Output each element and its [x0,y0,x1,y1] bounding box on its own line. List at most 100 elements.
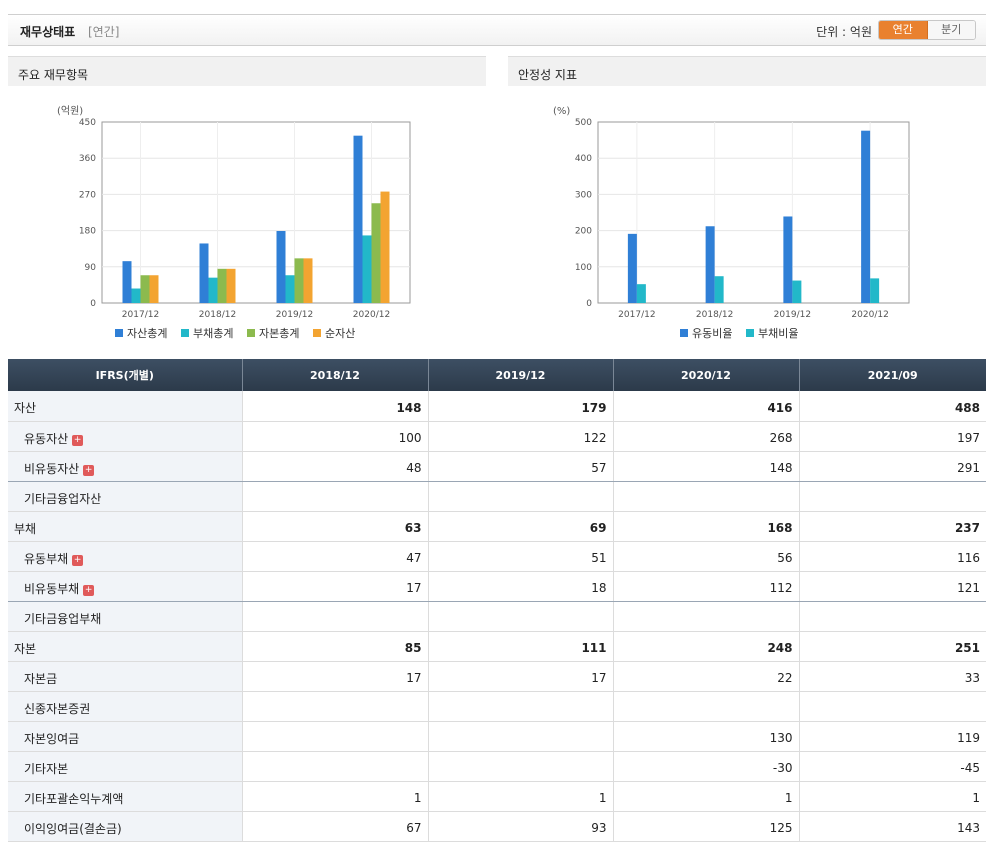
value-cell: 112 [613,571,800,602]
stability-chart: 0 100 200 300 400 500 (%) 2017/12 2018/12 2019/12… [553,106,910,340]
table-header-row: IFRS(개별) 2018/12 2019/12 2020/12 2021/09 [8,359,986,391]
table-row: 이익잉여금(결손금) 67 93 125 143 [8,811,986,842]
legend-label: 부채비율 [758,327,798,340]
y-tick-label: 0 [586,299,592,309]
row-label: 자본잉여금 [24,731,80,746]
bar [226,268,236,303]
value-cell: 168 [613,511,800,542]
x-tick-label: 2019/12 [774,310,811,320]
key-financials-panel: 주요 재무항목 0 90 180 270 360 450 (억원) 2017/12 2018/1… [8,56,486,356]
table-row: 자본 85 111 248 251 [8,631,986,662]
value-cell: 63 [242,511,429,542]
value-cell: 251 [799,631,986,662]
legend-label: 유동비율 [692,327,732,340]
legend-label: 자산총계 [127,327,167,340]
x-tick-label: 2017/12 [618,310,655,320]
value-cell: 1 [428,781,614,812]
row-label-cell: 자산 [8,391,243,422]
value-cell [428,691,614,722]
value-cell: 33 [799,661,986,692]
header-cell-period: 2018/12 [242,359,429,391]
table-row: 기타자본 -30 -45 [8,751,986,782]
table-row: 신종자본증권 [8,691,986,722]
unit-axis-label: (억원) [57,105,83,117]
value-cell [613,481,800,512]
header-cell-period: 2019/12 [428,359,614,391]
bar [217,268,227,303]
value-cell: 125 [613,811,800,842]
row-label-cell: 유동부채 + [8,541,243,572]
value-cell: 100 [242,421,429,452]
row-label: 자본금 [24,671,58,686]
row-label-cell: 비유동자산 + [8,451,243,482]
value-cell: 130 [613,721,800,752]
header-cell-period: 2021/09 [799,359,986,391]
row-label: 기타자본 [24,761,69,776]
y-tick-label: 100 [575,263,592,273]
value-cell: 148 [613,451,800,482]
table-row: 자본금 17 17 22 33 [8,661,986,692]
legend-swatch [313,329,321,337]
row-label-cell: 기타자본 [8,751,243,782]
table-row: 비유동부채 +17 18 112 121 [8,571,986,602]
unit-label: 단위 : 억원 [816,25,872,39]
bar [131,288,141,303]
quarterly-button[interactable]: 분기 [927,21,975,39]
value-cell [242,601,429,632]
value-cell: 119 [799,721,986,752]
row-label-cell: 자본잉여금 [8,721,243,752]
value-cell: -30 [613,751,800,782]
y-tick-label: 500 [575,118,592,128]
row-label: 이익잉여금(결손금) [24,821,122,836]
value-cell: 237 [799,511,986,542]
x-tick-label: 2018/12 [696,310,733,320]
expand-plus-icon[interactable]: + [72,554,84,566]
y-tick-label: 360 [79,154,96,164]
row-label: 기타포괄손익누계액 [24,791,124,806]
row-label-cell: 자본 [8,631,243,662]
row-label: 기타금융업부채 [24,611,102,626]
x-tick-label: 2020/12 [353,310,390,320]
row-label-cell: 비유동부채 + [8,571,243,602]
value-cell: -45 [799,751,986,782]
bar [294,258,304,303]
table-row: 비유동자산 +48 57 148 291 [8,451,986,482]
value-cell [428,751,614,782]
y-tick-label: 270 [79,190,96,200]
y-tick-label: 180 [79,227,96,237]
value-cell [242,481,429,512]
value-cell: 1 [613,781,800,812]
table-row: 자산 148 179 416 488 [8,391,986,422]
table-row: 기타금융업부채 [8,601,986,632]
expand-plus-icon[interactable]: + [83,464,95,476]
row-label: 부채 [14,521,37,536]
row-label-cell: 자본금 [8,661,243,692]
value-cell: 17 [242,661,429,692]
stability-title: 안정성 지표 [508,56,986,86]
y-tick-label: 400 [575,154,592,164]
value-cell: 488 [799,391,986,422]
annual-button[interactable]: 연간 [879,21,928,39]
expand-plus-icon[interactable]: + [72,434,84,446]
bar [792,280,802,303]
row-label: 신종자본증권 [24,701,91,716]
bar [371,203,381,303]
expand-plus-icon[interactable]: + [83,584,95,596]
value-cell: 17 [428,661,614,692]
bar [714,276,724,303]
bar [380,191,390,303]
page-title: 재무상태표 [20,25,76,39]
value-cell [428,721,614,752]
x-tick-label: 2019/12 [276,310,313,320]
table-row: 기타포괄손익누계액 1 1 1 1 [8,781,986,812]
value-cell [428,481,614,512]
x-tick-label: 2017/12 [122,310,159,320]
legend-swatch [247,329,255,337]
row-label: 자산 [14,401,37,416]
bar [783,216,793,303]
unit-axis-label: (%) [553,106,570,117]
period-subtitle: [연간] [88,25,120,39]
bar [140,275,150,303]
plot-area [597,121,910,304]
x-tick-label: 2020/12 [851,310,888,320]
